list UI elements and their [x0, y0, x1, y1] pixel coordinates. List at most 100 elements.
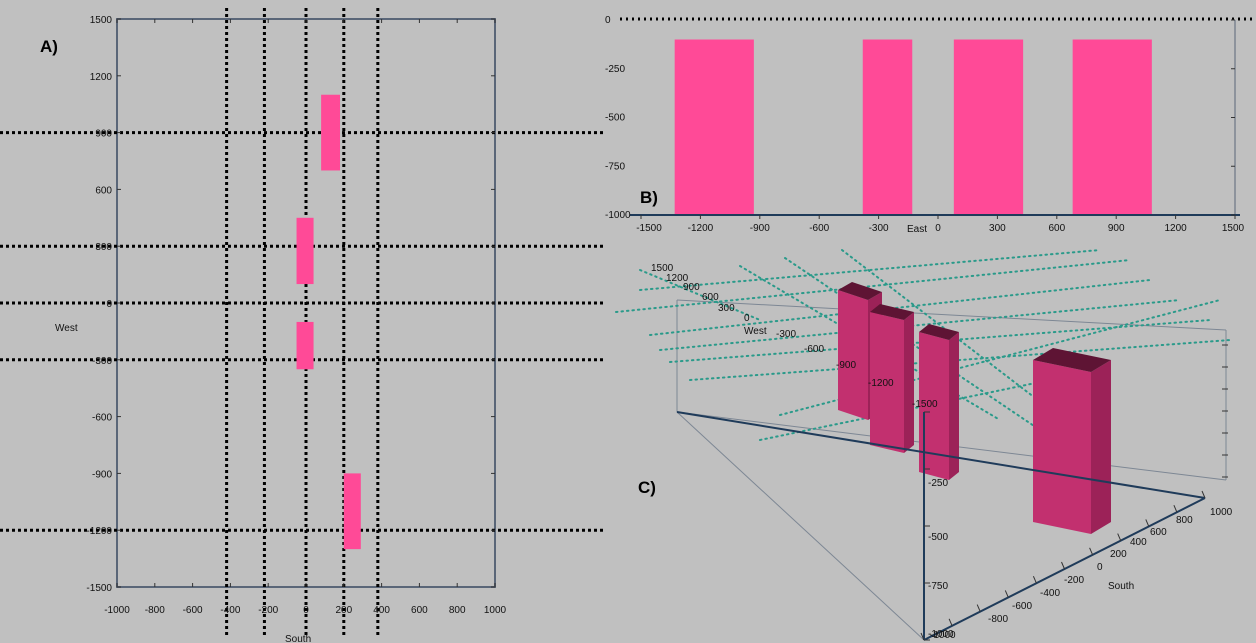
panel-a-x-tick-label: 1000	[484, 605, 507, 616]
panel-c-block-side-face	[904, 312, 914, 453]
panel-a-blocks	[296, 94, 361, 550]
panel-b-x-tick-label: 1200	[1164, 223, 1187, 234]
panel-c-south-tick	[1201, 490, 1206, 499]
panel-a-y-tick-label: 1500	[90, 15, 113, 26]
panel-b-x-axis-title: East	[907, 224, 927, 235]
panel-c-south-tick	[1004, 590, 1009, 598]
panel-b-block	[953, 39, 1024, 215]
panel-c-3d-block	[870, 304, 914, 453]
panel-a-ticks: -1000 -800 -600 -400 -200 0 200 400 600 800 1000 15…	[86, 15, 506, 616]
panel-b-block	[674, 39, 754, 215]
panel-b-section-view: -1500 -1200 -900 -600 -300 0 300 600 900 1200 1500…	[605, 15, 1256, 235]
panel-b-ticks: -1500 -1200 -900 -600 -300 0 300 600 900 1200 1500…	[605, 15, 1245, 234]
panel-c-south-title: South	[1108, 581, 1134, 592]
panel-b-x-tick-label: -600	[809, 223, 829, 234]
panel-b-x-tick-label: -900	[750, 223, 770, 234]
panel-b-x-tick-label: -300	[869, 223, 889, 234]
panel-c-dotted-line	[659, 299, 1181, 351]
panel-c-south-tick-label: 800	[1176, 515, 1193, 526]
panel-b-blocks	[674, 39, 1152, 215]
panel-c-block-side-face	[1091, 360, 1111, 534]
panel-a-block	[321, 94, 341, 171]
panel-c-west-tick-label: -900	[836, 360, 856, 371]
panel-c-south-tick-label: 0	[1097, 562, 1103, 573]
panel-c-block-side-face	[949, 332, 959, 480]
panel-c-south-tick	[1173, 505, 1178, 513]
panel-c-west-tick-label: -1200	[868, 378, 894, 389]
panel-c-depth-tick-label: -750	[928, 581, 948, 592]
panel-c-south-tick	[976, 604, 981, 612]
panel-c-dotted-line	[739, 265, 1001, 421]
panel-c-west-tick-label: 900	[683, 282, 700, 293]
panel-a-y-axis-title: West	[55, 323, 78, 334]
panel-a-map-view: -1000 -800 -600 -400 -200 0 200 400 600 800 1000 15…	[0, 8, 604, 643]
panel-a-y-tick-label: -300	[92, 356, 112, 367]
panel-a-x-tick-label: 400	[373, 605, 390, 616]
panel-c-west-tick-label: 1200	[666, 273, 689, 284]
panel-b-block	[862, 39, 913, 215]
panel-b-x-tick-label: 1500	[1222, 223, 1245, 234]
panel-c-south-tick-label: -400	[1040, 588, 1060, 599]
panel-b-label: B)	[640, 188, 658, 207]
panel-c-south-tick-label: 400	[1130, 537, 1147, 548]
panel-a-x-axis-title: South	[285, 634, 311, 643]
panel-c-block-front-face	[870, 312, 904, 453]
panel-b-x-tick-label: 300	[989, 223, 1006, 234]
panel-c-depth-tick-label: -1000	[928, 629, 954, 640]
panel-a-y-tick-label: -900	[92, 469, 112, 480]
panel-c-dotted-line	[649, 279, 1151, 336]
panel-b-x-tick-label: -1200	[688, 223, 714, 234]
panel-b-y-tick-label: 0	[605, 15, 611, 26]
panel-a-block	[296, 217, 314, 285]
panel-a-block	[343, 473, 361, 550]
panel-a-x-tick-label: -400	[220, 605, 240, 616]
panel-b-y-tick-label: -500	[605, 113, 625, 124]
panel-c-south-tick-label: -200	[1064, 575, 1084, 586]
panel-c-block-top-face	[870, 304, 914, 320]
panel-c-dotted-line	[615, 259, 1131, 313]
panel-a-y-tick-label: 900	[95, 129, 112, 140]
panel-a-x-tick-label: 600	[411, 605, 428, 616]
panel-c-depth-tick-label: -500	[928, 532, 948, 543]
panel-c-south-tick	[1032, 576, 1037, 584]
panel-c-block-top-face	[919, 324, 959, 340]
panel-a-x-tick-label: 800	[449, 605, 466, 616]
panel-a-x-tick-label: -200	[258, 605, 278, 616]
panel-b-x-tick-label: 600	[1048, 223, 1065, 234]
panel-b-x-tick-label: -1500	[636, 223, 662, 234]
panel-c-south-tick-label: -800	[988, 614, 1008, 625]
panel-b-x-tick-label: 0	[935, 223, 941, 234]
panel-c-ticks	[920, 344, 1228, 641]
panel-c-south-tick-label: 600	[1150, 527, 1167, 538]
panel-a-y-tick-label: 300	[95, 242, 112, 253]
panel-a-y-tick-label: -1500	[86, 583, 112, 594]
panel-c-label: C)	[638, 478, 656, 497]
panel-c-west-tick-label: 0	[744, 313, 750, 324]
panel-c-south-tick	[1061, 561, 1065, 570]
panel-c-3d-block	[919, 324, 959, 480]
panel-c-block-front-face	[1033, 360, 1091, 534]
panel-c-west-tick-label: West	[744, 326, 767, 337]
panel-c-3d-block	[1033, 348, 1111, 534]
panel-a-x-tick-label: -800	[145, 605, 165, 616]
panel-c-south-tick	[948, 618, 953, 626]
panel-c-west-tick-label: -600	[804, 344, 824, 355]
panel-c-block-top-face	[838, 282, 882, 300]
panel-c-south-tick-label: -600	[1012, 601, 1032, 612]
panel-c-west-tick-label: -300	[776, 329, 796, 340]
panel-c-dotted-line	[689, 339, 1231, 381]
panel-c-dotted-line	[639, 249, 1101, 291]
panel-c-dotted-line	[779, 299, 1221, 416]
panel-c-west-tick-label: 1500	[651, 263, 674, 274]
panel-c-west-tick-label: -1500	[912, 399, 938, 410]
panel-c-depth-tick-label: -250	[928, 478, 948, 489]
panel-b-y-tick-label: -1000	[605, 210, 631, 221]
panel-a-x-tick-label: 200	[335, 605, 352, 616]
panel-c-south-tick	[1089, 547, 1094, 555]
panel-c-west-tick-label: 600	[702, 292, 719, 303]
panel-c-south-tick	[1145, 519, 1150, 527]
panel-a-label: A)	[40, 37, 58, 56]
